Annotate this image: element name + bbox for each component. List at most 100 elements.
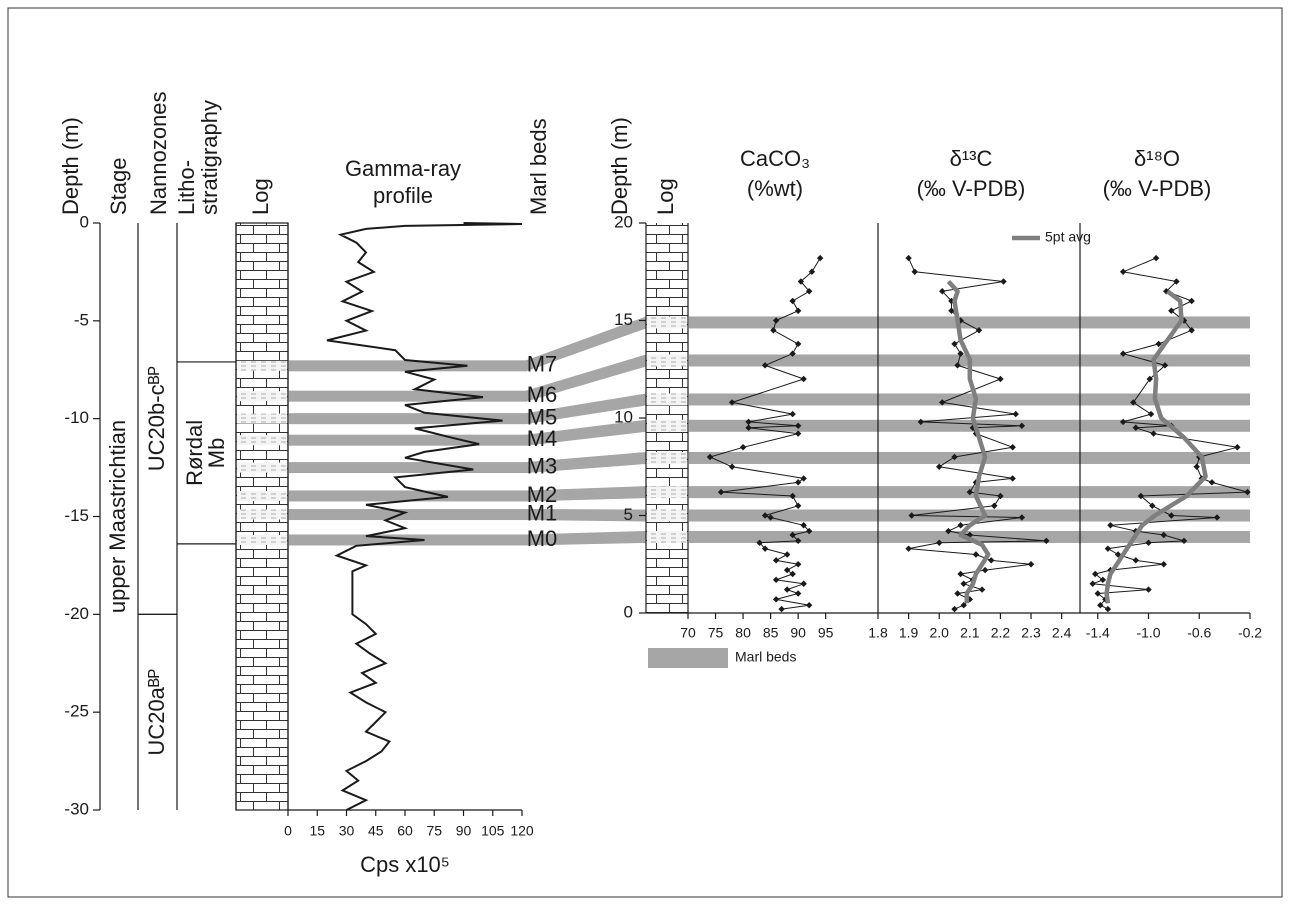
data-point [997,375,1004,383]
data-point [772,557,780,564]
data-point [1104,545,1112,552]
data-point [1137,492,1145,500]
log-marl [237,509,287,520]
data-point [1132,557,1140,564]
unit-label: Rørdal [182,420,207,486]
data-point [717,488,725,496]
x-tick-label: 45 [368,823,384,839]
x-axis-title: Cps x10⁵ [360,852,450,877]
data-point [1018,514,1026,521]
marl-band [289,462,527,474]
data-point [905,254,912,262]
x-tick-label: 30 [339,823,355,839]
x-tick-label: 2.0 [929,625,949,641]
chart-title: (‰ V-PDB) [1103,176,1212,201]
log-marl [647,419,687,432]
data-point [772,576,780,584]
marl-band [289,434,527,446]
legend-swatch [648,648,728,668]
data-point [805,527,813,535]
data-point [972,551,980,558]
chart-title: δ¹⁸O [1134,146,1180,171]
data-point [805,602,813,609]
data-point [1119,418,1127,426]
data-point [1092,570,1099,578]
data-point [1009,444,1016,451]
frame [7,7,1283,898]
x-tick-label: 2.4 [1052,625,1072,641]
data-point [1009,475,1016,482]
column-header: Nannozones [146,91,171,215]
data-point [789,531,796,539]
marl-label: M5 [527,404,558,429]
y-tick-label: -10 [64,408,89,427]
y-tick-label: 0 [80,212,89,231]
data-point [783,586,791,593]
data-point [948,297,955,305]
y-tick-label: -5 [74,310,89,329]
data-point [1146,375,1153,383]
unit-label: UC20aᴮᴾ [144,669,169,756]
data-point [805,288,813,295]
data-point [945,527,952,535]
data-point [783,551,791,558]
data-point [1160,561,1167,568]
x-tick-label: 80 [735,625,751,641]
x-tick-label: 90 [790,625,806,641]
marl-band [289,490,527,502]
data-point [761,512,769,519]
marl-band [689,393,1250,406]
data-point [978,586,986,593]
log-marl [237,391,287,402]
data-point [778,605,785,613]
data-point [1161,362,1169,369]
unit-label: upper Maastrichtian [105,420,130,613]
marl-band [289,390,527,402]
log-marl [237,413,287,424]
marl-band [289,360,527,372]
x-tick-label: 70 [680,625,696,641]
data-point [908,512,915,519]
data-point [1145,586,1152,593]
log-marl [647,316,687,329]
data-point [957,522,964,529]
data-point [816,254,824,262]
data-point [800,475,807,482]
x-tick-label: 0 [284,823,292,839]
data-point [1000,278,1007,285]
data-point [966,596,974,603]
y-tick-label: 20 [614,212,633,231]
y-tick-label: 5 [624,505,633,524]
data-point [975,327,983,334]
legend-label: Marl beds [735,649,796,665]
chart-title: δ¹³C [950,146,993,171]
data-point [794,537,802,545]
x-tick-label: -0.6 [1187,625,1211,641]
data-point [756,539,763,546]
marl-band [689,316,1250,329]
y-tick-label: 15 [614,310,633,329]
log-marl [237,360,287,371]
x-tick-label: -1.0 [1136,625,1160,641]
column-header: Log [248,178,273,215]
chart-title: (‰ V-PDB) [917,176,1026,201]
data-point [772,317,780,324]
data-point [1149,502,1156,509]
column-header: Litho- [174,160,199,215]
data-point [954,362,961,369]
data-point [960,602,967,609]
marl-band [689,509,1250,522]
data-point [706,453,714,461]
data-point [951,340,958,348]
marl-band [289,509,527,521]
data-point [991,502,998,509]
log-marl [237,490,287,501]
data-point [957,570,964,578]
data-point [1173,278,1180,285]
data-line [1092,257,1248,610]
data-point [951,453,958,461]
log-marl [647,354,687,367]
y-axis-title: Depth (m) [58,117,83,215]
data-point [794,502,802,509]
y-tick-label: -15 [64,506,89,525]
